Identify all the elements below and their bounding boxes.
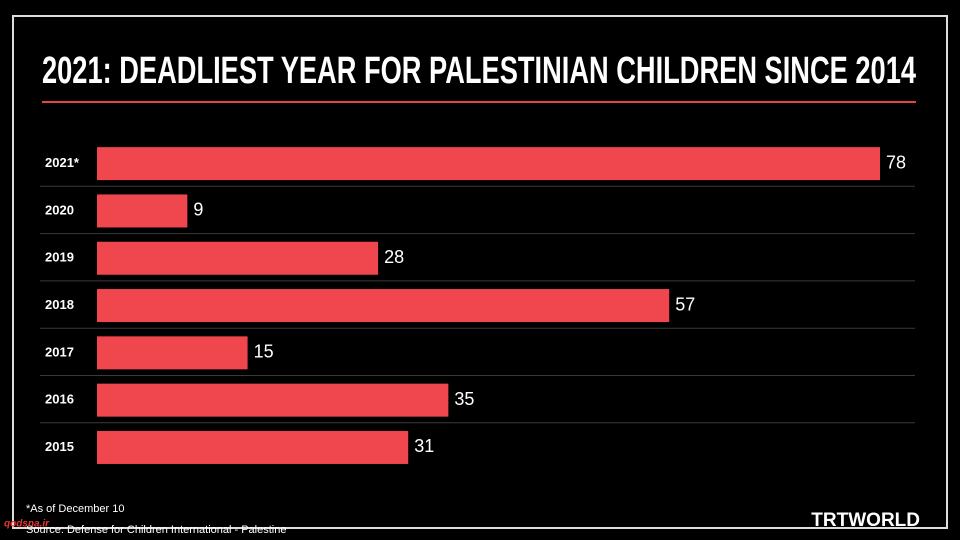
value-label: 15 [254,342,274,362]
y-tick-label: 2018 [45,297,74,312]
bar [97,336,248,370]
bar [97,241,379,275]
value-label: 9 [193,200,203,220]
y-tick-label: 2017 [45,344,74,359]
y-tick-label: 2020 [45,202,74,217]
bar [97,383,449,417]
y-tick-label: 2019 [45,250,74,265]
logo: TRTWORLD [811,510,920,531]
value-label: 57 [675,294,695,314]
value-label: 35 [454,389,474,409]
bar [97,289,670,323]
value-label: 28 [384,247,404,267]
y-tick-label: 2016 [45,392,74,407]
y-tick-label: 2015 [45,439,74,454]
frame [12,15,948,529]
footnote: *As of December 10 [26,503,124,515]
chart-title: 2021: DEADLIEST YEAR FOR PALESTINIAN CHI… [42,50,916,92]
bar [97,147,880,181]
bar [97,194,188,228]
value-label: 31 [414,436,434,456]
bar [97,430,409,464]
value-label: 78 [886,152,906,172]
source: Source: Defense for Children Internation… [26,524,286,536]
watermark: qodsna.ir [4,519,50,530]
y-tick-label: 2021* [45,155,80,170]
